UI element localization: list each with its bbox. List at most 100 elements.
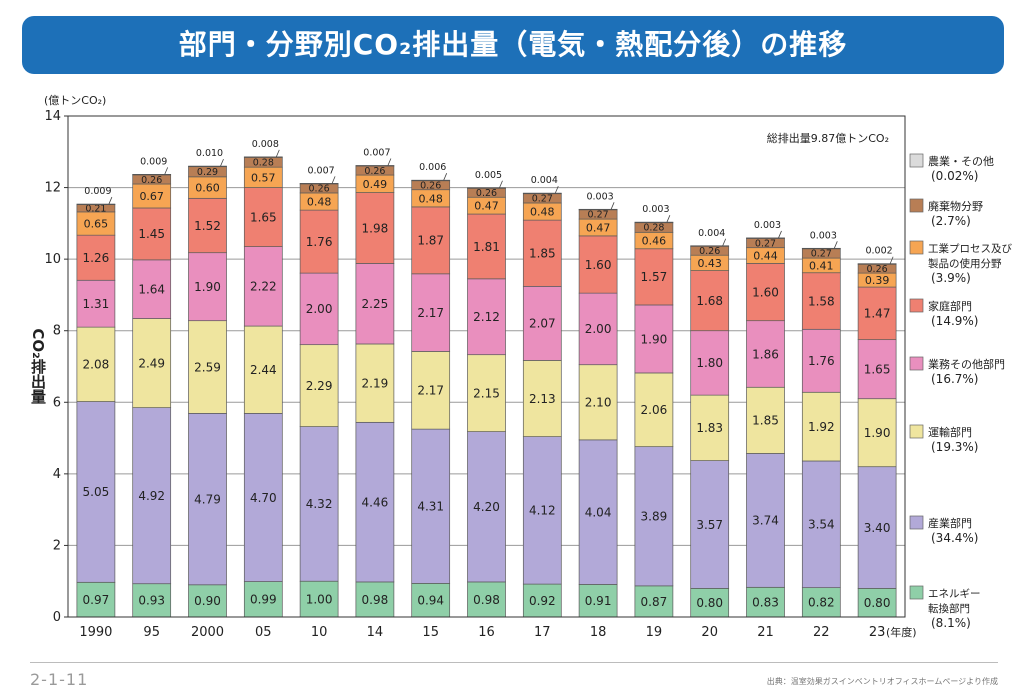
- y-axis-label: CO₂排出量: [29, 328, 47, 404]
- legend-swatch: [909, 153, 924, 168]
- legend-label: 業務その他部門: [928, 357, 1005, 371]
- bar-segment: [411, 273, 451, 352]
- legend-label: 産業部門: [928, 516, 972, 530]
- x-tick-label: 14: [367, 625, 384, 640]
- title-bar: 部門・分野別CO₂排出量（電気・熱配分後）の推移: [22, 16, 1004, 74]
- bar-segment: [801, 460, 841, 589]
- leader-line: [387, 158, 392, 166]
- bar-segment: [522, 360, 562, 437]
- leader-line: [722, 238, 727, 246]
- bar-segment: [299, 344, 339, 427]
- data-label: 1.85: [529, 247, 556, 261]
- data-label: 2.49: [138, 356, 165, 370]
- legend-swatch: [909, 356, 924, 371]
- x-tick-label: 21: [757, 625, 774, 640]
- bar-segment: [132, 407, 172, 585]
- bar-segment: [801, 587, 841, 618]
- data-label: 0.93: [138, 594, 165, 608]
- leader-line: [443, 173, 448, 181]
- data-label: 0.49: [363, 178, 388, 191]
- bar-segment: [801, 391, 841, 462]
- data-label: 0.27: [588, 210, 609, 221]
- data-label: 1.60: [585, 258, 612, 272]
- page-number: 2-1-11: [30, 670, 89, 689]
- data-label: 0.004: [698, 228, 725, 239]
- data-label: 0.003: [586, 191, 613, 202]
- data-label: 0.48: [307, 195, 332, 208]
- bar-segment: [857, 466, 897, 589]
- legend-swatch: [909, 515, 924, 530]
- bar-segment: [76, 401, 116, 583]
- x-tick-label: 23: [869, 625, 886, 640]
- data-label: 0.92: [529, 594, 556, 608]
- data-label: 0.41: [809, 259, 834, 272]
- data-label: 2.19: [362, 376, 389, 390]
- bar-segment: [188, 320, 227, 414]
- legend-swatch: [909, 585, 924, 600]
- x-tick-label: 19: [646, 625, 663, 640]
- data-label: 1.65: [864, 363, 891, 377]
- data-label: 0.009: [84, 186, 111, 197]
- y-tick-label: 2: [53, 538, 61, 553]
- legend-label: 運輸部門: [928, 425, 972, 439]
- data-label: 4.46: [362, 495, 389, 509]
- x-tick-label: 22: [813, 625, 830, 640]
- bar-segment: [578, 439, 618, 585]
- data-label: 1.57: [641, 270, 668, 284]
- data-label: 3.74: [752, 514, 779, 528]
- bar-segment: [857, 588, 897, 618]
- x-tick-label: 16: [478, 625, 495, 640]
- bar-segment: [746, 320, 785, 388]
- data-label: 0.47: [474, 200, 499, 213]
- data-label: 0.46: [642, 234, 667, 247]
- bar-segment: [355, 192, 395, 264]
- legend-swatch: [909, 298, 924, 313]
- data-label: 0.94: [417, 594, 444, 608]
- data-label: 1.76: [808, 354, 835, 368]
- leader-line: [275, 149, 280, 158]
- bar-segment: [132, 207, 172, 261]
- data-label: 1.60: [752, 285, 779, 299]
- data-label: 0.006: [419, 162, 446, 173]
- bar-segment: [634, 221, 674, 224]
- data-label: 0.010: [196, 148, 223, 159]
- x-tick-label: 05: [255, 625, 272, 640]
- data-label: 1.80: [696, 356, 723, 370]
- data-label: 1.26: [83, 251, 110, 265]
- axes: 0 2 4 6 8 10 12 14 CO₂排出量 1990 95 2000 05 10 14 15 16 17 1…: [29, 109, 906, 640]
- bar-segment: [467, 278, 506, 356]
- bar-segment: [355, 421, 395, 583]
- data-label: 1.68: [696, 294, 723, 308]
- data-label: 0.27: [532, 194, 553, 205]
- data-label: 2.08: [83, 358, 110, 372]
- data-label: 0.003: [642, 204, 669, 215]
- data-label: 0.21: [85, 204, 106, 215]
- bar-segment: [801, 328, 841, 393]
- bar-segment: [411, 428, 451, 584]
- bar-segment: [690, 460, 730, 589]
- legend-label: 農業・その他: [928, 154, 994, 168]
- y-tick-label: 0: [53, 610, 61, 625]
- leader-line: [889, 256, 894, 264]
- data-label: 2.10: [585, 396, 612, 410]
- bar-segment: [355, 263, 395, 345]
- bar-segment: [243, 246, 283, 327]
- data-label: 4.32: [306, 497, 333, 511]
- y-tick-label: 12: [44, 181, 61, 196]
- bar-segment: [299, 183, 339, 185]
- data-label: 2.00: [306, 302, 333, 316]
- data-label: 4.70: [250, 491, 277, 505]
- bar-segment: [299, 209, 339, 274]
- bar-segment: [857, 398, 897, 468]
- data-label: 2.00: [585, 322, 612, 336]
- bar-segment: [243, 581, 283, 618]
- bar-segment: [746, 263, 785, 322]
- bar-segment: [801, 272, 841, 330]
- data-label: 1.98: [362, 221, 389, 235]
- bar-segment: [634, 585, 674, 618]
- x-tick-label: 2000: [191, 625, 224, 640]
- leader-line: [331, 176, 336, 184]
- bar-segment: [467, 581, 506, 618]
- data-label: 0.26: [867, 264, 888, 275]
